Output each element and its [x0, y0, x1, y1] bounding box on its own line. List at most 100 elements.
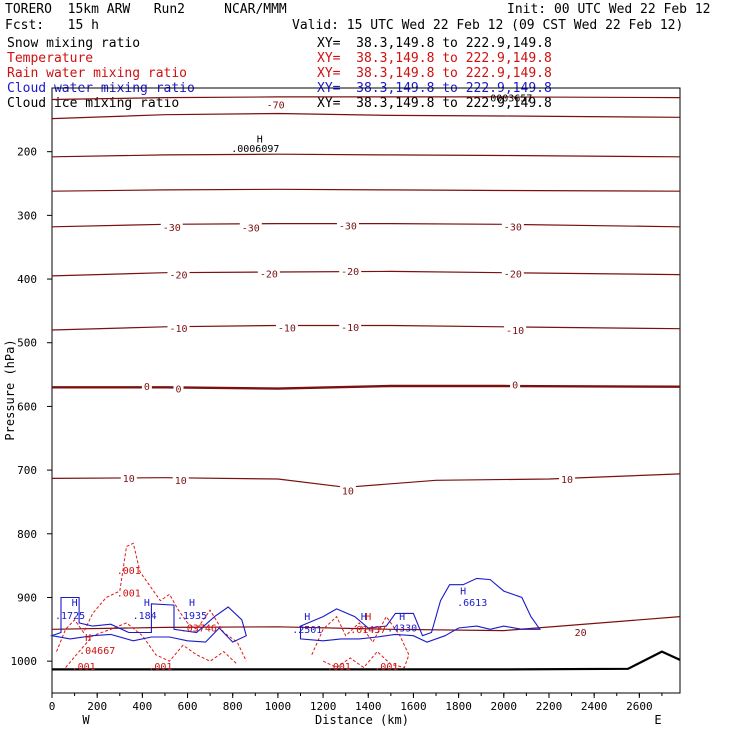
field-temperature-xy: XY= 38.3,149.8 to 222.9,149.8 — [317, 51, 552, 66]
x-axis-title: Distance (km) — [315, 713, 409, 727]
isotherm--70 — [51, 96, 681, 101]
isotherm-label-bg — [510, 378, 521, 390]
isotherm-label: -10 — [506, 326, 524, 337]
max-marker: H — [85, 633, 91, 644]
max-value-label: .1725 — [55, 611, 85, 622]
isotherm-label: 10 — [342, 487, 354, 498]
field-snow-label: Snow mixing ratio — [7, 36, 141, 51]
max-value-label: .4330 — [387, 624, 417, 635]
isotherm-label: -10 — [341, 323, 359, 334]
isotherm-label-bg — [167, 322, 190, 334]
isotherm--50 — [51, 153, 681, 158]
isotherm-label: -30 — [504, 222, 522, 233]
max-value-label: .1935 — [177, 611, 207, 622]
x-tick-label: 2200 — [536, 700, 563, 713]
isotherm-10 — [51, 473, 681, 488]
isotherm-label: -30 — [163, 223, 181, 234]
y-tick-label: 400 — [17, 273, 37, 286]
rain-water-contour-1 — [56, 542, 247, 662]
x-tick-label: 0 — [49, 700, 56, 713]
x-tick-label: 2000 — [491, 700, 518, 713]
isotherm-label: -30 — [339, 222, 357, 233]
y-axis-title: Pressure (hPa) — [3, 339, 17, 440]
header-fcst: Fcst: 15 h — [5, 18, 99, 33]
header-model: TORERO 15km ARW Run2 NCAR/MMM — [5, 2, 287, 17]
isotherm-label: -20 — [341, 267, 359, 278]
max-marker: H — [304, 612, 310, 623]
y-tick-label: 700 — [17, 464, 37, 477]
x-tick-label: 1400 — [355, 700, 382, 713]
y-tick-label: 200 — [17, 146, 37, 159]
isotherm-label: 0 — [144, 382, 150, 393]
isotherm-label: -30 — [242, 224, 260, 235]
max-marker: H — [365, 612, 371, 623]
max-value-label: .001 — [117, 589, 141, 600]
max-value-label: .001 — [148, 662, 172, 673]
isotherm-label-bg — [239, 222, 262, 234]
max-value-label: .2501 — [292, 625, 322, 636]
field-rain-xy: XY= 38.3,149.8 to 222.9,149.8 — [317, 66, 552, 81]
y-tick-label: 600 — [17, 400, 37, 413]
isotherm-label-bg — [167, 269, 190, 281]
field-rain-label: Rain water mixing ratio — [7, 66, 188, 81]
isotherm-label-bg — [275, 322, 298, 334]
isotherm-label: -10 — [169, 324, 187, 335]
isotherm-label-bg — [339, 321, 362, 333]
isotherm-label-bg — [339, 265, 362, 277]
max-value-label: .04667 — [79, 646, 115, 657]
x-tick-label: 800 — [223, 700, 243, 713]
isotherm-label-bg — [120, 472, 137, 484]
isotherm-label: 10 — [561, 475, 573, 486]
field-cloud-ice-xy: XY= 38.3,149.8 to 222.9,149.8 — [317, 96, 552, 111]
max-marker: H — [460, 587, 466, 598]
isotherm-label-bg — [572, 626, 589, 638]
max-marker: H — [144, 598, 150, 609]
isotherm-label: 0 — [175, 385, 181, 396]
max-value-label: .6613 — [457, 598, 487, 609]
x-tick-label: 400 — [132, 700, 152, 713]
max-marker: H — [189, 598, 195, 609]
x-tick-label: 1000 — [265, 700, 292, 713]
y-tick-label: 800 — [17, 528, 37, 541]
isotherm-label-bg — [559, 473, 576, 485]
max-value-label: .001 — [327, 662, 351, 673]
header-init: Init: 00 UTC Wed 22 Feb 12 — [507, 2, 711, 17]
plot-frame — [51, 87, 681, 694]
max-value-label: .001 — [374, 662, 398, 673]
max-value-label: .03746 — [181, 624, 217, 635]
isotherm-label: -70 — [267, 101, 285, 112]
isotherm-label-bg — [336, 220, 359, 232]
isotherm-label-bg — [501, 267, 524, 279]
isotherm--20 — [51, 270, 681, 277]
isotherm-label-bg — [172, 474, 189, 486]
isotherm-label-bg — [173, 383, 184, 395]
x-tick-label: 2400 — [581, 700, 608, 713]
isotherm-label-bg — [141, 380, 152, 392]
isotherm-label-bg — [160, 221, 183, 233]
x-tick-label: 1600 — [400, 700, 427, 713]
isotherm-label: 0 — [512, 380, 518, 391]
isotherm-label: 10 — [175, 476, 187, 487]
max-marker: H — [399, 612, 405, 623]
max-value-label: .0006097 — [231, 144, 279, 155]
x-tick-label: 200 — [87, 700, 107, 713]
field-cloud-ice-label: Cloud ice mixing ratio — [7, 96, 180, 111]
east-label: E — [654, 713, 661, 727]
rain-water-contour-3 — [311, 615, 410, 669]
max-value-label: .184 — [133, 611, 157, 622]
x-tick-label: 2600 — [626, 700, 653, 713]
ground-surface — [52, 650, 681, 671]
isotherm--10 — [51, 324, 681, 331]
max-value-label: .001 — [72, 662, 96, 673]
isotherm--60 — [51, 112, 681, 120]
cloud-water-contour-2 — [299, 577, 541, 643]
max-value-label: .0003657 — [484, 94, 532, 105]
isotherm-label-bg — [257, 267, 280, 279]
x-tick-label: 1200 — [310, 700, 337, 713]
isotherm-label: -20 — [169, 271, 187, 282]
y-tick-label: 300 — [17, 209, 37, 222]
isotherm--30 — [51, 223, 681, 228]
y-tick-label: 500 — [17, 337, 37, 350]
isotherm-label-bg — [504, 324, 527, 336]
